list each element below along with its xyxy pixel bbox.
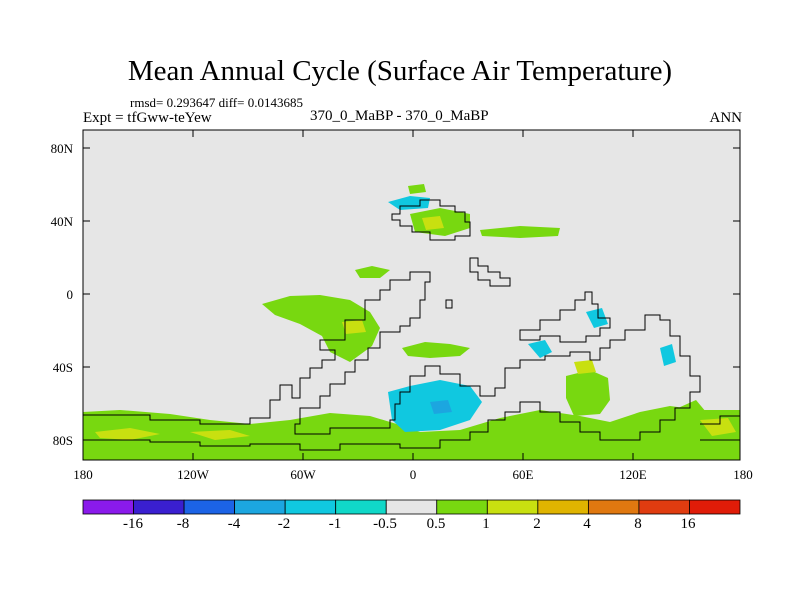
anomaly-region-southern-ocean-warm — [95, 428, 160, 440]
colorbar-label: 16 — [680, 516, 696, 532]
difference-label: 370_0_MaBP - 370_0_MaBP — [310, 108, 489, 124]
anomaly-region-east-cool — [586, 308, 608, 328]
anomaly-region-south-atlantic-cool-core — [430, 400, 452, 414]
anomaly-region-west-pacific — [566, 370, 610, 416]
experiment-label: Expt = tfGww-teYew — [83, 110, 212, 126]
colorbar-swatch — [82, 499, 134, 515]
anomaly-region-north-pacific — [355, 266, 390, 278]
axis-ticks — [83, 130, 740, 460]
lon-label-120e: 120E — [619, 467, 647, 482]
colorbar-swatch — [537, 499, 589, 515]
coastline-north-islands — [469, 257, 511, 287]
colorbar-label: -8 — [176, 516, 190, 532]
lat-label-80n: 80N — [50, 141, 73, 156]
lat-label-40n: 40N — [50, 214, 73, 229]
lat-label-0: 0 — [66, 287, 74, 302]
anomaly-region-north-small — [408, 184, 426, 194]
rmsd-diff-stats: rmsd= 0.293647 diff= 0.0143685 — [130, 95, 303, 110]
colorbar — [82, 499, 741, 515]
anomaly-region-southern-ocean-warm-3 — [700, 418, 736, 436]
map-frame — [82, 129, 741, 461]
anomaly-region-indian-ocean-cool — [528, 340, 552, 358]
lat-label-40s: 40S — [52, 360, 73, 375]
colorbar-label: -16 — [123, 516, 143, 532]
lon-label-180e: 180 — [733, 467, 753, 482]
colorbar-label: 1 — [482, 516, 490, 532]
colorbar-swatch — [183, 499, 236, 515]
plot-title: Mean Annual Cycle (Surface Air Temperatu… — [127, 55, 673, 87]
colorbar-swatch — [234, 499, 286, 515]
lon-label-120w: 120W — [177, 467, 209, 482]
lon-label-180w: 180 — [73, 467, 93, 482]
season-label: ANN — [709, 110, 743, 126]
colorbar-label: -1 — [328, 516, 342, 532]
colorbar-swatch — [689, 499, 741, 515]
colorbar-swatch — [284, 499, 337, 515]
coastline-small-island — [445, 299, 453, 309]
colorbar-swatch — [486, 499, 539, 515]
anomaly-region-east-pacific — [262, 295, 380, 362]
coastline-south-continent — [83, 271, 701, 451]
anomaly-region-far-east — [678, 400, 706, 420]
coastline-eastern-block — [519, 291, 611, 343]
lon-label-60e: 60E — [512, 467, 534, 482]
anomaly-region-east-pacific-warm — [342, 320, 366, 334]
anomaly-region-north-warm-core — [422, 216, 444, 230]
anomaly-region-tropical-atlantic — [402, 342, 470, 358]
lat-label-80s: 80S — [52, 433, 73, 448]
anomaly-region-west-pacific-warm — [574, 360, 596, 374]
colorbar-swatch — [638, 499, 690, 515]
lon-label-60w: 60W — [290, 467, 316, 482]
colorbar-label: 8 — [634, 516, 642, 532]
anomaly-region-pacific-cool — [660, 344, 676, 366]
anomaly-region-southern-ocean-warm-2 — [190, 430, 250, 440]
lon-label-0: 0 — [409, 467, 417, 482]
colorbar-swatch — [587, 499, 640, 515]
colorbar-swatch — [385, 499, 438, 515]
colorbar-label: -2 — [277, 516, 291, 532]
colorbar-swatch — [335, 499, 387, 515]
colorbar-label: -4 — [227, 516, 241, 532]
colorbar-swatch — [133, 499, 185, 515]
colorbar-label: 0.5 — [426, 516, 446, 532]
coastline-north-landmass — [391, 199, 471, 241]
colorbar-label: -0.5 — [373, 516, 397, 532]
colorbar-swatch — [436, 499, 488, 515]
colorbar-label: 4 — [583, 516, 591, 532]
colorbar-label: 2 — [533, 516, 541, 532]
anomaly-region-north-east — [480, 226, 560, 238]
